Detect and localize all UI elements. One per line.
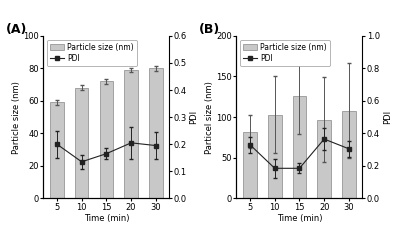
Text: (A): (A) <box>6 23 27 36</box>
Legend: Particle size (nm), PDI: Particle size (nm), PDI <box>47 40 137 66</box>
Bar <box>124 70 138 198</box>
X-axis label: Time (min): Time (min) <box>84 214 129 223</box>
Bar <box>317 120 331 198</box>
Bar <box>293 96 306 198</box>
X-axis label: Time (min): Time (min) <box>277 214 322 223</box>
Bar <box>268 115 282 198</box>
Text: (B): (B) <box>199 23 220 36</box>
Bar <box>342 111 356 198</box>
Y-axis label: Particel size (nm): Particel size (nm) <box>205 81 214 153</box>
Bar <box>100 81 113 198</box>
Bar <box>243 132 257 198</box>
Y-axis label: PDI: PDI <box>190 110 199 124</box>
Y-axis label: Particle size (nm): Particle size (nm) <box>12 81 20 153</box>
Legend: Particle size (nm), PDI: Particle size (nm), PDI <box>240 40 330 66</box>
Bar <box>50 103 64 198</box>
Bar <box>149 68 163 198</box>
Y-axis label: PDI: PDI <box>383 110 392 124</box>
Bar <box>75 88 89 198</box>
